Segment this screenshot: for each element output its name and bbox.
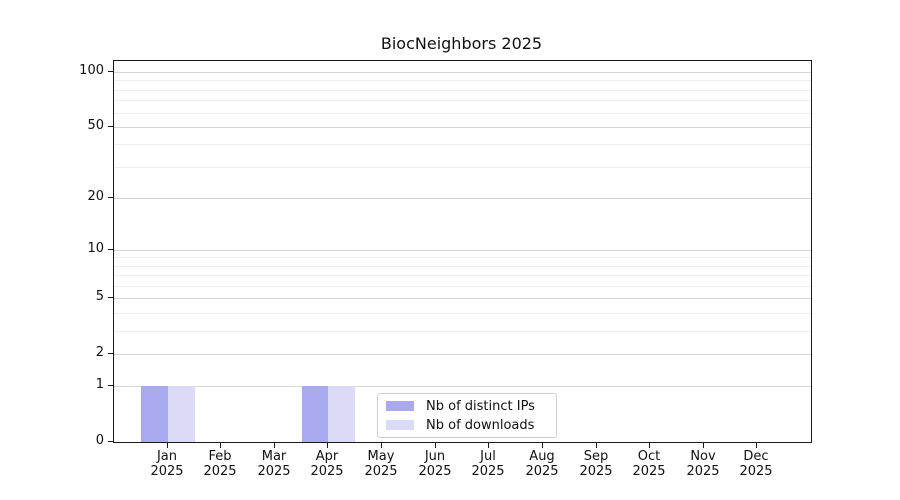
y-tick-mark <box>108 126 113 127</box>
major-gridline <box>114 72 811 73</box>
y-tick-mark <box>108 297 113 298</box>
x-tick-label: Apr 2025 <box>310 449 344 479</box>
y-tick-label: 0 <box>95 433 104 448</box>
y-tick-label: 5 <box>95 289 104 304</box>
minor-gridline <box>114 100 811 101</box>
legend: Nb of distinct IPs Nb of downloads <box>377 393 557 438</box>
chart-title: BiocNeighbors 2025 <box>380 34 543 53</box>
minor-gridline <box>114 113 811 114</box>
x-tick-mark <box>327 443 328 448</box>
y-tick-label: 50 <box>87 118 104 133</box>
x-tick-label: Aug 2025 <box>525 449 559 479</box>
legend-item: Nb of distinct IPs <box>386 399 548 414</box>
bar-downloads <box>168 386 195 442</box>
x-tick-label: Feb 2025 <box>203 449 237 479</box>
minor-gridline <box>114 80 811 81</box>
y-tick-mark <box>108 71 113 72</box>
x-tick-label: Nov 2025 <box>686 449 720 479</box>
y-tick-label: 10 <box>87 241 104 256</box>
major-gridline <box>114 298 811 299</box>
minor-gridline <box>114 144 811 145</box>
major-gridline <box>114 386 811 387</box>
x-tick-mark <box>756 443 757 448</box>
major-gridline <box>114 127 811 128</box>
y-tick-label: 100 <box>79 63 104 78</box>
minor-gridline <box>114 167 811 168</box>
x-tick-mark <box>542 443 543 448</box>
y-tick-mark <box>108 249 113 250</box>
bar-distinct-ips <box>302 386 329 442</box>
x-tick-label: Mar 2025 <box>257 449 291 479</box>
x-tick-mark <box>167 443 168 448</box>
x-tick-label: Jan 2025 <box>150 449 184 479</box>
y-tick-mark <box>108 353 113 354</box>
x-tick-mark <box>220 443 221 448</box>
x-tick-mark <box>435 443 436 448</box>
minor-gridline <box>114 313 811 314</box>
y-tick-mark <box>108 385 113 386</box>
legend-swatch <box>386 401 414 411</box>
major-gridline <box>114 198 811 199</box>
minor-gridline <box>114 275 811 276</box>
minor-gridline <box>114 331 811 332</box>
minor-gridline <box>114 257 811 258</box>
x-tick-label: Sep 2025 <box>579 449 613 479</box>
major-gridline <box>114 354 811 355</box>
x-tick-mark <box>596 443 597 448</box>
x-tick-mark <box>703 443 704 448</box>
major-gridline <box>114 250 811 251</box>
x-tick-label: May 2025 <box>364 449 398 479</box>
y-tick-label: 20 <box>87 189 104 204</box>
minor-gridline <box>114 90 811 91</box>
x-tick-label: Oct 2025 <box>632 449 666 479</box>
legend-label: Nb of distinct IPs <box>426 398 535 414</box>
y-tick-label: 1 <box>95 377 104 392</box>
x-tick-label: Jun 2025 <box>418 449 452 479</box>
minor-gridline <box>114 286 811 287</box>
x-tick-mark <box>274 443 275 448</box>
y-tick-mark <box>108 197 113 198</box>
plot-area: Nb of distinct IPs Nb of downloads <box>113 60 812 443</box>
legend-item: Nb of downloads <box>386 418 548 433</box>
bar-downloads <box>328 386 355 442</box>
y-tick-label: 2 <box>95 345 104 360</box>
legend-swatch <box>386 420 414 430</box>
y-tick-mark <box>108 441 113 442</box>
x-tick-label: Dec 2025 <box>739 449 773 479</box>
x-tick-mark <box>488 443 489 448</box>
bar-distinct-ips <box>141 386 168 442</box>
x-tick-label: Jul 2025 <box>471 449 505 479</box>
x-tick-mark <box>649 443 650 448</box>
minor-gridline <box>114 266 811 267</box>
legend-label: Nb of downloads <box>426 417 535 433</box>
x-tick-mark <box>381 443 382 448</box>
